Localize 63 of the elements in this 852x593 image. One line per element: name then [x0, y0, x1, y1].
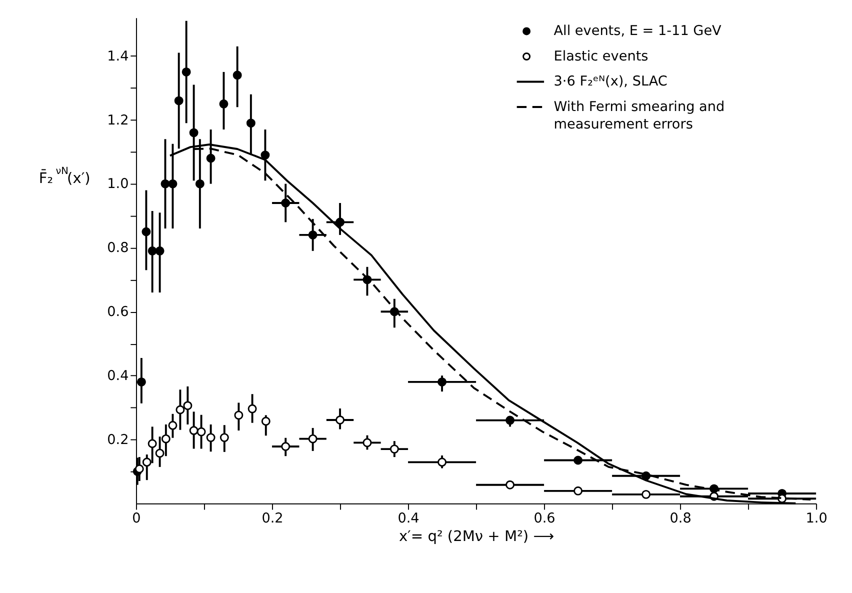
- legend-label: All events, E = 1-11 GeV: [554, 23, 722, 40]
- point: [234, 410, 244, 420]
- point: [168, 179, 178, 188]
- point: [176, 405, 185, 414]
- point: [219, 99, 228, 108]
- point: [281, 198, 290, 208]
- y-tick-label: 0.2: [107, 432, 129, 448]
- x-axis-title: x′= q² (2Mν + M²) ⟶: [398, 528, 554, 545]
- x-tick-label: 0.2: [262, 510, 284, 526]
- point: [148, 246, 157, 256]
- y-tick-label: 1.2: [107, 112, 129, 128]
- y-tick-label: 0.8: [107, 240, 129, 256]
- point: [308, 230, 318, 240]
- point: [336, 218, 345, 227]
- point: [142, 458, 152, 467]
- point: [142, 227, 151, 236]
- point: [390, 444, 399, 454]
- point: [155, 246, 164, 256]
- point: [196, 427, 206, 436]
- point: [189, 128, 198, 138]
- point: [183, 401, 192, 410]
- point: [155, 448, 164, 458]
- point: [220, 433, 229, 442]
- point: [161, 434, 170, 444]
- legend-label: 3·6 F₂ᵉᴺ(x), SLAC: [554, 74, 668, 90]
- point: [206, 154, 216, 163]
- point: [362, 438, 372, 448]
- point: [195, 179, 204, 188]
- point: [182, 67, 191, 76]
- point: [174, 96, 184, 106]
- point: [246, 118, 256, 128]
- point: [574, 456, 583, 465]
- legend-label: Elastic events: [554, 48, 648, 64]
- point: [232, 70, 242, 80]
- point: [308, 434, 318, 444]
- point: [134, 464, 144, 474]
- x-tick-label: 0.6: [534, 510, 556, 526]
- point: [206, 433, 216, 442]
- y-tick-label: 1.0: [107, 176, 129, 192]
- point: [281, 442, 290, 451]
- legend-label: With Fermi smearing and measurement errors: [554, 98, 725, 132]
- x-tick-label: 0: [132, 510, 141, 526]
- point: [336, 415, 345, 424]
- point: [261, 416, 270, 426]
- point: [506, 480, 515, 490]
- point: [160, 179, 170, 188]
- point: [136, 377, 146, 386]
- point: [189, 426, 198, 436]
- point: [438, 458, 447, 467]
- point: [248, 404, 257, 414]
- point: [574, 486, 583, 496]
- point: [148, 439, 157, 448]
- point: [506, 416, 515, 425]
- point: [642, 490, 651, 499]
- point: [438, 377, 447, 386]
- point: [260, 150, 270, 160]
- y-tick-label: 0.6: [107, 304, 129, 320]
- x-tick-label: 0.4: [398, 510, 420, 526]
- y-tick-label: 0.4: [107, 368, 129, 384]
- y-tick-label: 1.4: [107, 48, 129, 64]
- x-tick-label: 0.8: [670, 510, 692, 526]
- x-tick-label: 1.0: [806, 510, 828, 526]
- point: [168, 420, 178, 430]
